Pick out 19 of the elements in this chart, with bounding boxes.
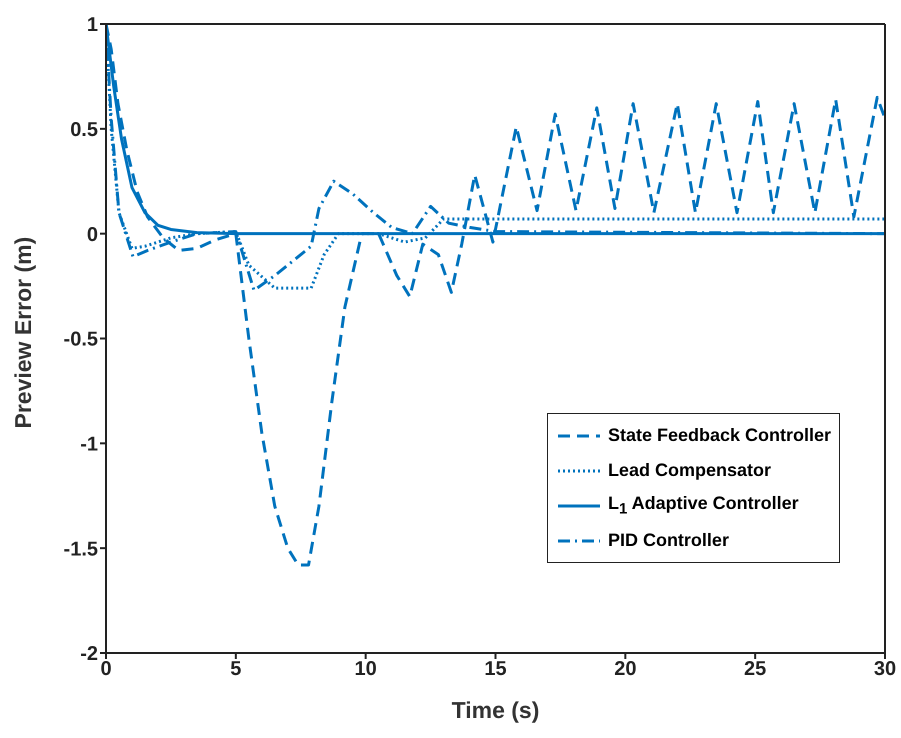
x-tick-label: 15: [484, 658, 507, 680]
y-tick-label: -0.5: [64, 328, 98, 351]
legend-label: PID Controller: [608, 530, 729, 551]
x-tick-label: 30: [874, 658, 896, 680]
legend-label: L$_{1}$ Adaptive Controller: [608, 493, 799, 518]
legend-label: State Feedback Controller: [608, 425, 831, 446]
x-tick-label: 20: [614, 658, 636, 680]
y-tick-label: -2: [80, 643, 98, 666]
y-axis-title: Preview Error (m): [10, 236, 36, 428]
x-tick-label: 5: [230, 658, 242, 680]
y-tick-label: -1: [80, 433, 98, 456]
legend-label: Lead Compensator: [608, 460, 771, 481]
x-axis-title: Time (s): [452, 697, 540, 723]
y-tick-label: 0: [86, 224, 98, 246]
x-tick-label: 10: [354, 658, 377, 680]
y-tick-label: -1.5: [64, 538, 98, 560]
x-tick-label: 25: [744, 658, 766, 680]
y-tick-label: 1: [86, 14, 98, 36]
y-tick-label: 0.5: [70, 118, 98, 141]
